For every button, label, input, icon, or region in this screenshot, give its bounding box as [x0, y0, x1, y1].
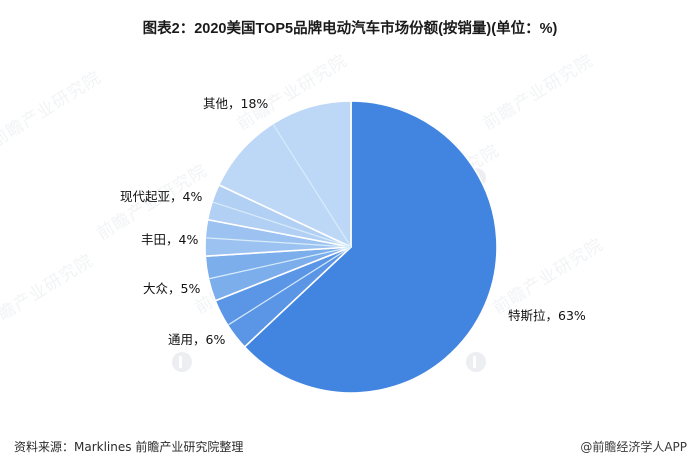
pie-slices	[204, 100, 498, 394]
leader-line-丰田	[206, 237, 352, 248]
slice-label-toyota: 丰田，4%	[141, 232, 199, 247]
leader-line-其他	[272, 124, 352, 248]
pie-slice-6	[218, 100, 352, 248]
leader-lines	[206, 124, 352, 326]
leader-line-现代起亚	[212, 201, 352, 248]
source-note: 资料来源：Marklines 前瞻产业研究院整理	[14, 440, 244, 454]
leader-line-大众	[209, 246, 352, 280]
pie-slice-1	[243, 100, 498, 394]
slice-label-tesla: 特斯拉，63%	[508, 308, 586, 323]
page-title: 图表2：2020美国TOP5品牌电动汽车市场份额(按销量)(单位：%)	[142, 21, 558, 37]
leader-line-通用	[228, 246, 352, 326]
slice-label-gm: 通用，6%	[168, 332, 226, 347]
account-handle: @前瞻经济学人APP	[580, 440, 687, 454]
slice-label-other: 其他，18%	[203, 96, 269, 111]
slice-label-hyundai-kia: 现代起亚，4%	[120, 189, 203, 204]
slice-label-volkswagen: 大众，5%	[143, 281, 201, 296]
